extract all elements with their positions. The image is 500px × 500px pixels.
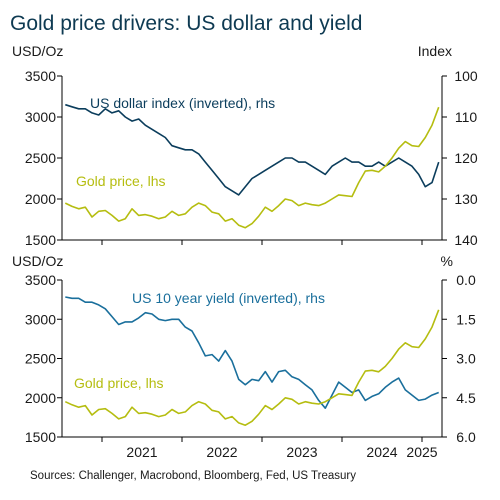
series-label: Gold price, lhs	[76, 173, 165, 189]
right-unit-label: %	[441, 253, 453, 269]
yield-panel: USD/Oz % 3500 3000 2500 2000 1500 0.0 1.5 3.0 4.5 6…	[12, 253, 476, 460]
left-tick-label: 3000	[25, 109, 56, 125]
right-tick-label: 1.5	[456, 311, 476, 327]
right-tick-label: 110	[455, 109, 478, 125]
left-tick-label: 3000	[25, 311, 56, 327]
right-tick-label: 100	[454, 68, 478, 84]
yield-line	[65, 296, 439, 410]
right-tick-label: 4.5	[456, 390, 476, 406]
left-unit-label: USD/Oz	[12, 43, 63, 59]
gold-price-line	[64, 106, 440, 229]
left-tick-label: 2000	[25, 390, 56, 406]
x-tick-label: 2023	[286, 444, 317, 460]
left-tick-label: 2000	[25, 191, 56, 207]
source-note: Sources: Challenger, Macrobond, Bloomber…	[30, 470, 356, 482]
right-tick-label: 0.0	[456, 272, 476, 288]
left-tick-label: 2500	[25, 150, 56, 166]
left-tick-label: 3500	[25, 68, 56, 84]
left-tick-label: 2500	[25, 351, 56, 367]
x-tick-label: 2025	[406, 444, 437, 460]
right-tick-label: 130	[454, 191, 478, 207]
right-tick-label: 140	[454, 232, 478, 248]
x-tick-label: 2022	[206, 444, 237, 460]
x-tick-label: 2024	[366, 444, 397, 460]
gold-price-line	[64, 309, 440, 427]
left-tick-label: 1500	[25, 429, 56, 445]
dollar-panel: USD/Oz Index 3500 3000 2500 2000 1500 100 110 120…	[12, 43, 478, 248]
left-tick-label: 1500	[25, 232, 56, 248]
series-label: US dollar index (inverted), rhs	[90, 95, 275, 111]
x-tick-label: 2021	[126, 444, 157, 460]
right-tick-label: 120	[454, 150, 478, 166]
left-unit-label: USD/Oz	[12, 253, 63, 269]
left-tick-label: 3500	[25, 272, 56, 288]
right-tick-label: 6.0	[456, 429, 476, 445]
chart-title: Gold price drivers: US dollar and yield	[10, 12, 363, 35]
dollar-index-line	[65, 103, 440, 196]
right-tick-label: 3.0	[456, 351, 476, 367]
series-label: US 10 year yield (inverted), rhs	[132, 290, 325, 306]
right-unit-label: Index	[418, 43, 452, 59]
series-label: Gold price, lhs	[74, 375, 163, 391]
